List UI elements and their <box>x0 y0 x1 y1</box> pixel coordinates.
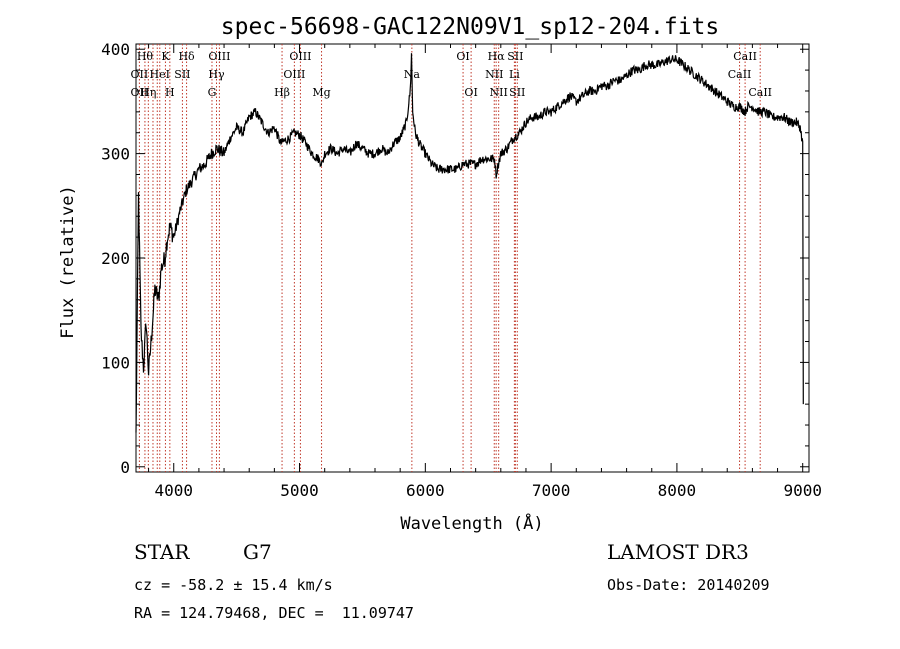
x-tick-label: 5000 <box>280 481 319 500</box>
spectral-line-label: Hα <box>488 50 506 63</box>
spectral-line-label: Hβ <box>274 86 290 99</box>
spectral-line-label: OIII <box>208 50 230 63</box>
spectral-line-label: CaII <box>733 50 757 63</box>
spectral-line-label: CaII <box>728 68 752 81</box>
spectral-line-label: K <box>161 50 170 63</box>
x-tick-label: 6000 <box>406 481 445 500</box>
y-tick-label: 100 <box>101 353 130 372</box>
coordinates: RA = 124.79468, DEC = 11.09747 <box>134 604 414 622</box>
spectral-line-label: Hδ <box>178 50 195 63</box>
y-tick-label: 300 <box>101 145 130 164</box>
plot-frame <box>135 43 810 473</box>
object-class: STAR <box>134 540 190 564</box>
observation-date: Obs-Date: 20140209 <box>607 576 770 594</box>
y-tick-label: 200 <box>101 249 130 268</box>
chart-title: spec-56698-GAC122N09V1_sp12-204.fits <box>221 14 720 40</box>
x-tick-label: 4000 <box>154 481 193 500</box>
spectral-line-label: SII <box>174 68 190 81</box>
object-subclass: G7 <box>243 540 272 564</box>
spectral-line-label: NII <box>490 86 508 99</box>
spectral-line-label: SII <box>509 86 525 99</box>
spectral-line-label: OII <box>131 68 149 81</box>
survey-name: LAMOST DR3 <box>607 540 749 564</box>
spectral-line-label: OIII <box>283 68 305 81</box>
x-axis-label: Wavelength (Å) <box>400 512 543 534</box>
y-tick-label: 0 <box>120 458 130 477</box>
spectral-line-markers <box>138 44 761 472</box>
spectral-line-label: Hθ <box>137 50 154 63</box>
spectral-line-label: Hη <box>140 86 156 99</box>
x-tick-label: 8000 <box>658 481 697 500</box>
x-tick-label: 7000 <box>532 481 571 500</box>
spectral-line-label: OII <box>131 86 149 99</box>
x-tick-label: 9000 <box>783 481 822 500</box>
flux-series-line <box>135 53 804 433</box>
spectral-line-label: G <box>208 86 217 99</box>
y-axis-label: Flux (relative) <box>58 185 78 339</box>
spectral-line-label: HeI <box>150 68 170 81</box>
spectral-line-label: CaII <box>748 86 772 99</box>
redshift-cz: cz = -58.2 ± 15.4 km/s <box>134 576 333 594</box>
spectral-line-label: OIII <box>289 50 311 63</box>
spectral-line-label: H <box>165 86 175 99</box>
y-tick-label: 400 <box>101 40 130 59</box>
spectral-line-label: OI <box>464 86 477 99</box>
spectral-line-label: NII <box>485 68 503 81</box>
axes: 4000 5000 6000 7000 8000 9000 0 100 200 300 400 <box>101 40 822 500</box>
spectral-line-label: Mg <box>312 86 330 99</box>
spectral-line-label: Li <box>509 68 520 81</box>
spectral-line-label: OI <box>456 50 469 63</box>
spectral-line-label: Hγ <box>208 68 225 81</box>
spectral-line-label: SII <box>507 50 523 63</box>
